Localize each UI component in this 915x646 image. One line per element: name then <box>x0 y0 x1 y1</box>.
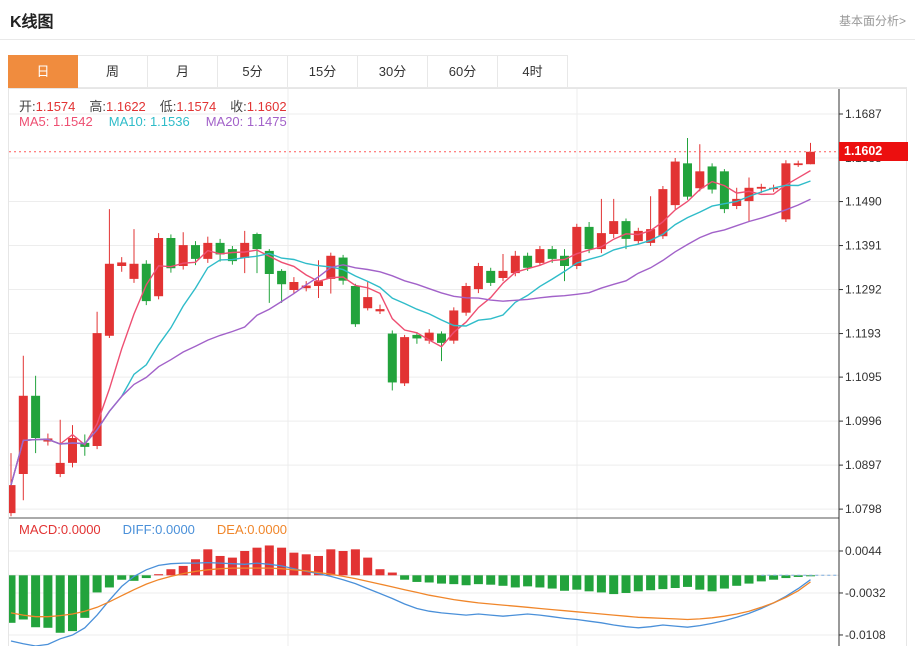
title-divider <box>0 39 915 40</box>
diff-value: DIFF:0.0000 <box>122 522 195 537</box>
open-value: 1.1574 <box>35 99 76 114</box>
macd-value: MACD:0.0000 <box>19 522 101 537</box>
close-label: 收: <box>230 99 247 114</box>
current-price-badge: 1.1602 <box>839 142 908 161</box>
fundamental-analysis-link[interactable]: 基本面分析> <box>838 14 906 28</box>
svg-text:1.1687: 1.1687 <box>845 107 882 121</box>
svg-text:1.1391: 1.1391 <box>845 239 882 253</box>
ma5-legend: MA5: 1.1542 <box>19 114 93 129</box>
svg-text:1.0996: 1.0996 <box>845 414 882 428</box>
tab-day[interactable]: 日 <box>8 55 78 88</box>
gridlines <box>9 89 839 646</box>
axes <box>9 89 840 646</box>
tab-30min[interactable]: 30分 <box>358 55 428 88</box>
macd-histogram <box>9 545 815 633</box>
low-value: 1.1574 <box>176 99 217 114</box>
ma-legend: MA5: 1.1542 MA10: 1.1536 MA20: 1.1475 <box>19 114 287 129</box>
candles-layer <box>9 137 815 517</box>
dea-line <box>10 567 811 621</box>
ma20-legend: MA20: 1.1475 <box>205 114 287 129</box>
ma10-line <box>10 180 811 486</box>
svg-text:1.1292: 1.1292 <box>845 283 882 297</box>
ma5-line <box>10 169 811 486</box>
low-label: 低: <box>159 99 177 114</box>
dea-value: DEA:0.0000 <box>216 522 288 537</box>
chart-canvas: 1.16871.15881.14901.13911.12921.11931.10… <box>9 89 886 646</box>
macd-legend: MACD:0.0000 DIFF:0.0000 DEA:0.0000 <box>19 522 287 537</box>
ohlc-legend: 开:1.1574 高:1.1622 低:1.1574 收:1.1602 <box>19 96 301 115</box>
svg-text:-0.0032: -0.0032 <box>845 586 886 600</box>
svg-text:1.0897: 1.0897 <box>845 458 882 472</box>
ma10-legend: MA10: 1.1536 <box>108 114 190 129</box>
tab-month[interactable]: 月 <box>148 55 218 88</box>
tab-week[interactable]: 周 <box>78 55 148 88</box>
high-value: 1.1622 <box>106 99 146 114</box>
period-tabbar: 日 周 月 5分 15分 30分 60分 4时 <box>8 55 907 88</box>
high-label: 高: <box>89 99 107 114</box>
chart-area[interactable]: 1.16871.15881.14901.13911.12921.11931.10… <box>8 88 908 646</box>
svg-text:0.0044: 0.0044 <box>845 544 882 558</box>
svg-text:1.1095: 1.1095 <box>845 370 882 384</box>
tab-60min[interactable]: 60分 <box>428 55 498 88</box>
tab-15min[interactable]: 15分 <box>288 55 358 88</box>
tab-5min[interactable]: 5分 <box>218 55 288 88</box>
open-label: 开: <box>19 99 36 114</box>
diff-line <box>10 561 811 646</box>
close-value: 1.1602 <box>246 99 287 114</box>
svg-text:1.0798: 1.0798 <box>845 502 882 516</box>
svg-text:-0.0108: -0.0108 <box>845 628 886 642</box>
tab-4hour[interactable]: 4时 <box>498 55 568 88</box>
svg-text:1.1490: 1.1490 <box>845 195 882 209</box>
ma20-line <box>10 198 811 486</box>
page-title: K线图 <box>10 14 54 31</box>
y-axis-labels: 1.16871.15881.14901.13911.12921.11931.10… <box>839 107 886 642</box>
svg-text:1.1193: 1.1193 <box>845 327 881 341</box>
